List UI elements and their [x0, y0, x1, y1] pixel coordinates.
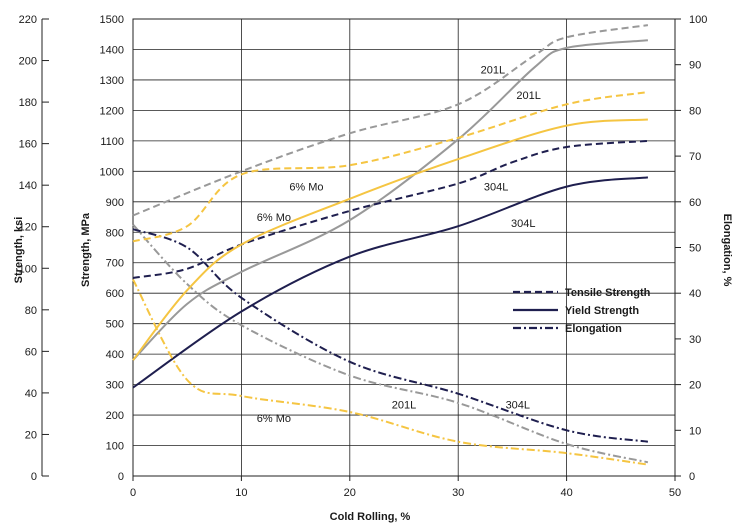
ksi-tick-label-1: 20 — [25, 429, 37, 441]
elong-tick-label-4: 40 — [689, 288, 701, 300]
ksi-tick-label-6: 120 — [19, 222, 37, 234]
series-201l-elongation-line — [132, 223, 649, 464]
mpa-tick-label-13: 1300 — [100, 75, 124, 87]
legend-label-yield-strength: Yield Strength — [565, 305, 639, 317]
x-tick-label-3: 30 — [452, 487, 464, 499]
mpa-tick-label-14: 1400 — [100, 44, 124, 56]
ksi-tick-label-9: 180 — [19, 97, 37, 109]
ksi-tick-label-5: 100 — [19, 263, 37, 275]
series-201l-tensile-strength-line — [132, 24, 649, 217]
elong-tick-label-10: 100 — [689, 14, 707, 26]
y-axis-title-elongation: Elongation, % — [721, 214, 733, 287]
mpa-tick-label-12: 1200 — [100, 105, 124, 117]
legend-label-elongation: Elongation — [565, 323, 622, 335]
x-axis-title: Cold Rolling, % — [330, 511, 411, 523]
ksi-tick-label-4: 80 — [25, 305, 37, 317]
elong-tick-label-5: 50 — [689, 243, 701, 255]
mpa-tick-label-4: 400 — [106, 349, 124, 361]
legend: Tensile Strength Yield Strength Elongation — [513, 287, 651, 335]
annotation-3: 6% Mo — [257, 212, 291, 224]
annotation-1: 201L — [516, 90, 540, 102]
annotation-0: 201L — [481, 64, 505, 76]
mpa-tick-label-9: 900 — [106, 197, 124, 209]
mpa-tick-label-11: 1100 — [100, 136, 124, 148]
mpa-tick-label-10: 1000 — [100, 166, 124, 178]
annotation-4: 304L — [484, 182, 508, 194]
annotation-5: 304L — [511, 218, 535, 230]
tick-labels: 0 10 20 30 40 5001002003004005006007008009001… — [19, 14, 708, 499]
ksi-tick-label-11: 220 — [19, 14, 37, 26]
series-6-mo-tensile-strength-line — [132, 91, 649, 243]
mpa-tick-label-15: 1500 — [100, 14, 124, 26]
series-6-mo-yield-strength-line — [132, 118, 648, 361]
y-axis-title-mpa: Strength, MPa — [80, 212, 92, 287]
elong-tick-label-7: 70 — [689, 151, 701, 163]
ksi-tick-label-10: 200 — [19, 56, 37, 68]
mpa-tick-label-5: 500 — [106, 319, 124, 331]
x-tick-label-1: 10 — [235, 487, 247, 499]
elong-tick-label-0: 0 — [689, 471, 695, 483]
annotation-6: 201L — [392, 399, 416, 411]
mpa-tick-label-6: 600 — [106, 288, 124, 300]
elong-tick-label-2: 20 — [689, 380, 701, 392]
x-tick-label-4: 40 — [560, 487, 572, 499]
legend-label-tensile-strength: Tensile Strength — [565, 287, 651, 299]
series-layer — [132, 24, 649, 466]
mpa-tick-label-8: 800 — [106, 227, 124, 239]
series-304l-yield-strength-line — [132, 176, 649, 389]
y-axis-title-ksi: Strength, ksi — [13, 217, 25, 284]
annotations: 201L 201L 6% Mo 6% Mo 304L 304L 201L 304L 6% Mo — [257, 64, 541, 425]
x-tick-label-2: 20 — [344, 487, 356, 499]
x-tick-label-5: 50 — [669, 487, 681, 499]
series-304l-tensile-strength-line — [132, 139, 648, 279]
elong-tick-label-9: 90 — [689, 60, 701, 72]
ksi-tick-label-3: 60 — [25, 346, 37, 358]
x-tick-label-0: 0 — [130, 487, 136, 499]
annotation-8: 6% Mo — [257, 413, 291, 425]
annotation-7: 304L — [506, 399, 530, 411]
ksi-tick-label-8: 160 — [19, 139, 37, 151]
annotation-2: 6% Mo — [289, 182, 323, 194]
ksi-tick-label-0: 0 — [31, 471, 37, 483]
elong-tick-label-3: 30 — [689, 334, 701, 346]
mpa-tick-label-7: 700 — [106, 258, 124, 270]
series-6-mo-elongation-line — [132, 279, 649, 466]
mpa-tick-label-3: 300 — [106, 380, 124, 392]
elong-tick-label-1: 10 — [689, 425, 701, 437]
plot-frame — [41, 18, 676, 477]
mpa-tick-label-0: 0 — [118, 471, 124, 483]
ksi-tick-label-2: 40 — [25, 388, 37, 400]
series-304l-elongation-line — [132, 228, 649, 443]
elong-tick-label-8: 80 — [689, 105, 701, 117]
elong-tick-label-6: 60 — [689, 197, 701, 209]
mpa-tick-label-2: 200 — [106, 410, 124, 422]
mpa-tick-label-1: 100 — [106, 441, 124, 453]
ksi-tick-label-7: 140 — [19, 180, 37, 192]
